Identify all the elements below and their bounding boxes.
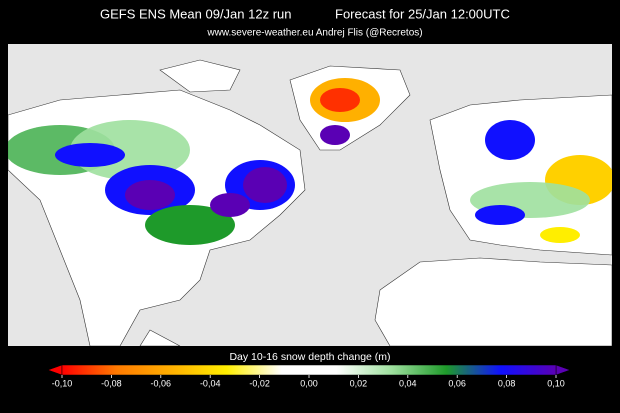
title-right: Forecast for 25/Jan 12:00UTC <box>335 6 510 21</box>
colorbar-tick-label: -0,10 <box>52 378 73 388</box>
colorbar-tick-label: -0,06 <box>151 378 172 388</box>
colorbar-tick-label: 0,10 <box>547 378 565 388</box>
subtitle: www.severe-weather.eu Andrej Flis (@Recr… <box>206 28 422 39</box>
colorbar-tick-label: 0,00 <box>300 378 318 388</box>
colorbar-tick-label: 0,06 <box>448 378 466 388</box>
title-left: GEFS ENS Mean 09/Jan 12z run <box>100 6 291 21</box>
colorbar-tick-label: -0,04 <box>200 378 221 388</box>
colorbar-tick-label: 0,02 <box>350 378 368 388</box>
colorbar-extend-high <box>555 364 571 376</box>
colorbar-tick-label: -0,02 <box>249 378 270 388</box>
colorbar-label: Day 10-16 snow depth change (m) <box>229 351 390 363</box>
colorbar-tick-label: 0,04 <box>399 378 417 388</box>
colorbar: -0,10 -0,08 -0,06 -0,04 -0,02 0,00 0,02 0,04 0,0… <box>47 364 571 388</box>
colorbar-extend-low <box>47 364 63 376</box>
map <box>8 44 612 346</box>
snow-change-field <box>8 78 612 245</box>
colorbar-tick-label: -0,08 <box>101 378 122 388</box>
colorbar-bar <box>61 364 557 376</box>
colorbar-tick-label: 0,08 <box>498 378 516 388</box>
